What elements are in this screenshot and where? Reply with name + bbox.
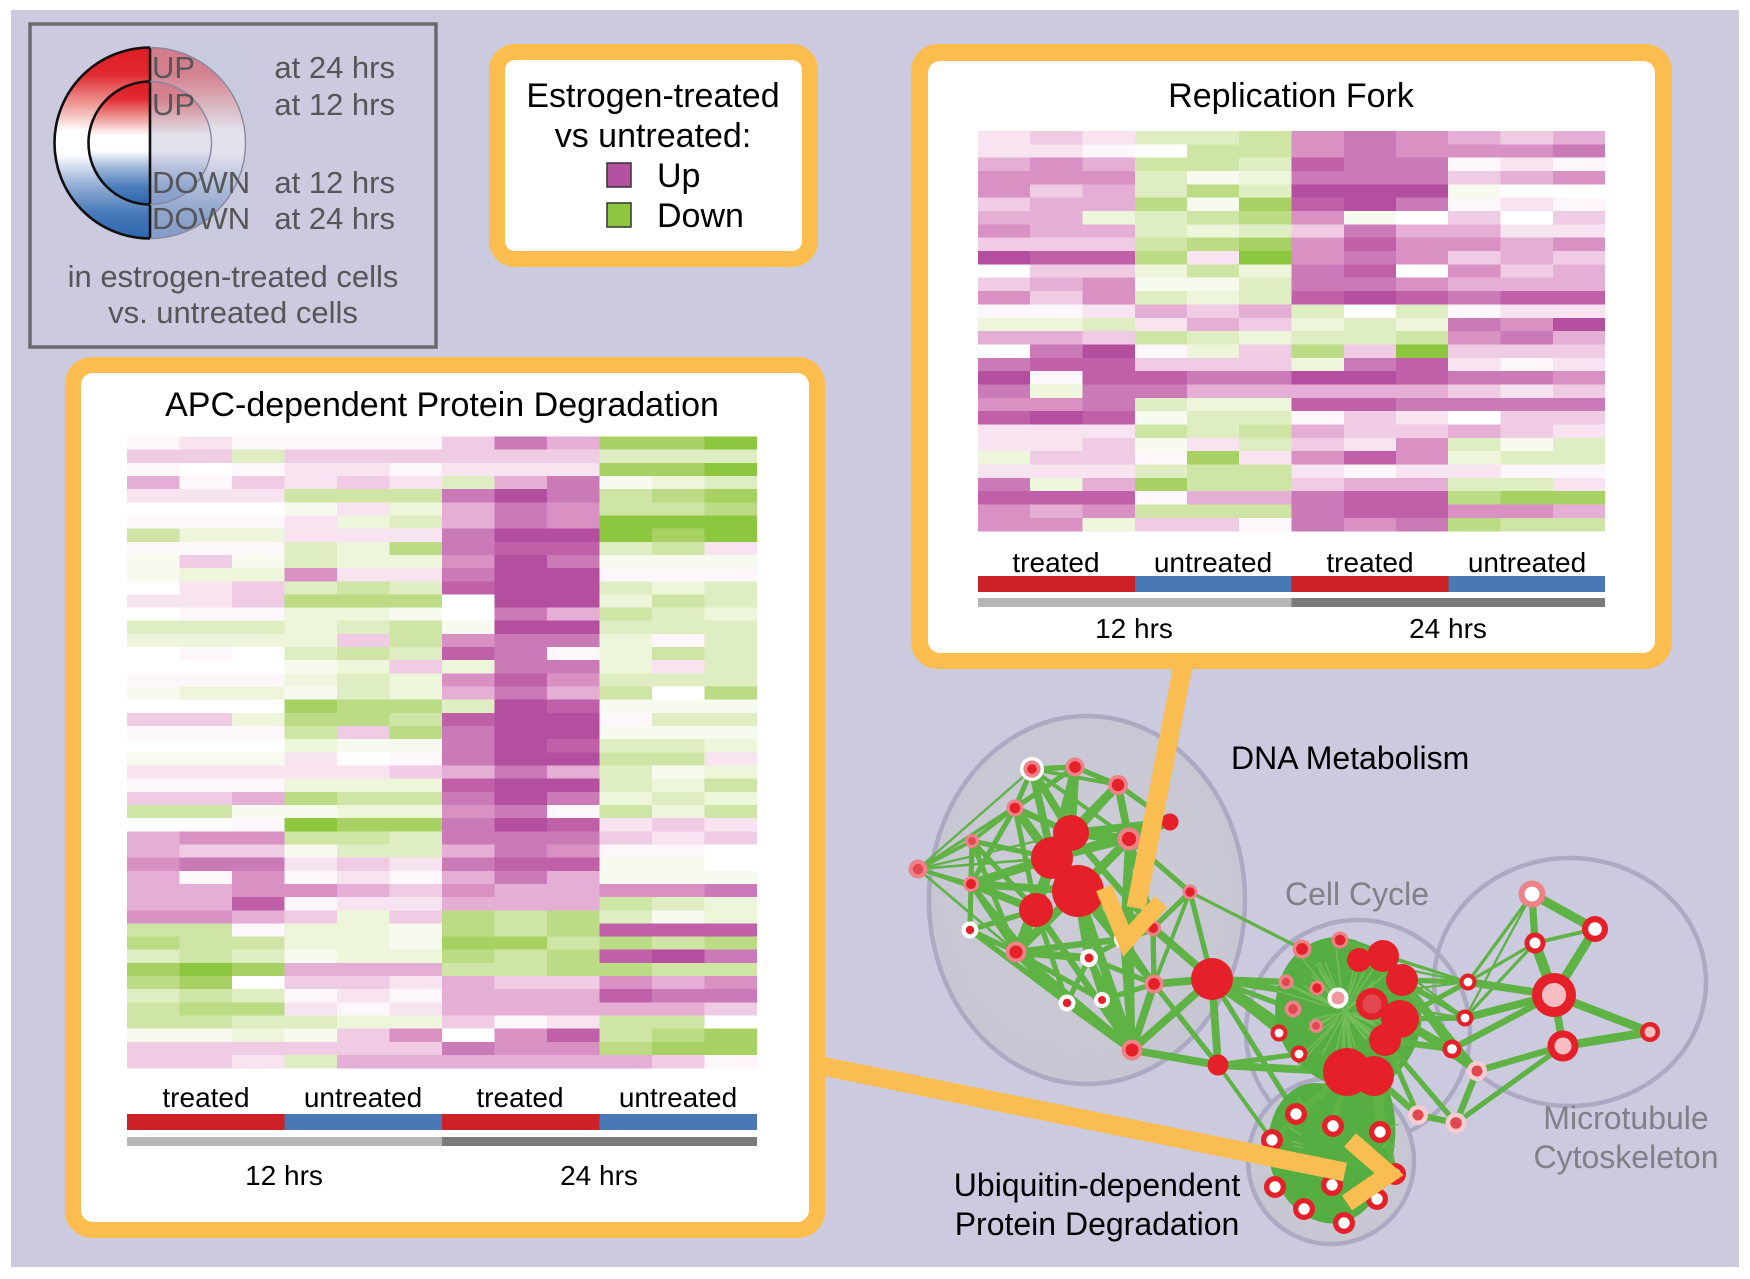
svg-text:UP: UP (152, 87, 195, 122)
svg-text:Replication Fork: Replication Fork (1168, 77, 1415, 115)
svg-text:at 24 hrs: at 24 hrs (274, 201, 395, 236)
svg-text:Ubiquitin-dependent: Ubiquitin-dependent (954, 1167, 1241, 1203)
svg-text:24 hrs: 24 hrs (560, 1160, 638, 1191)
svg-text:treated: treated (1326, 547, 1413, 578)
svg-text:Cytoskeleton: Cytoskeleton (1534, 1139, 1719, 1175)
svg-text:vs. untreated cells: vs. untreated cells (108, 295, 358, 330)
svg-text:DOWN: DOWN (152, 165, 250, 200)
svg-text:DNA Metabolism: DNA Metabolism (1231, 740, 1469, 776)
svg-text:24 hrs: 24 hrs (1409, 613, 1487, 644)
svg-text:treated: treated (1012, 547, 1099, 578)
svg-text:Down: Down (657, 197, 744, 235)
svg-text:in estrogen-treated cells: in estrogen-treated cells (68, 259, 399, 294)
svg-text:untreated: untreated (304, 1082, 422, 1113)
svg-text:12 hrs: 12 hrs (245, 1160, 323, 1191)
svg-text:at 12 hrs: at 12 hrs (274, 165, 395, 200)
svg-text:untreated: untreated (1154, 547, 1272, 578)
svg-text:at 12 hrs: at 12 hrs (274, 87, 395, 122)
svg-text:treated: treated (476, 1082, 563, 1113)
svg-text:DOWN: DOWN (152, 201, 250, 236)
svg-text:12 hrs: 12 hrs (1095, 613, 1173, 644)
svg-text:treated: treated (162, 1082, 249, 1113)
svg-text:untreated: untreated (619, 1082, 737, 1113)
svg-text:Protein Degradation: Protein Degradation (955, 1206, 1240, 1242)
svg-text:APC-dependent Protein Degradat: APC-dependent Protein Degradation (165, 386, 719, 424)
svg-text:UP: UP (152, 50, 195, 85)
svg-text:Cell Cycle: Cell Cycle (1285, 876, 1429, 912)
svg-text:untreated: untreated (1468, 547, 1586, 578)
svg-text:vs untreated:: vs untreated: (555, 117, 752, 155)
svg-text:Microtubule: Microtubule (1543, 1100, 1708, 1136)
svg-text:at 24 hrs: at 24 hrs (274, 50, 395, 85)
svg-text:Up: Up (657, 157, 700, 195)
svg-text:Estrogen-treated: Estrogen-treated (526, 77, 779, 115)
